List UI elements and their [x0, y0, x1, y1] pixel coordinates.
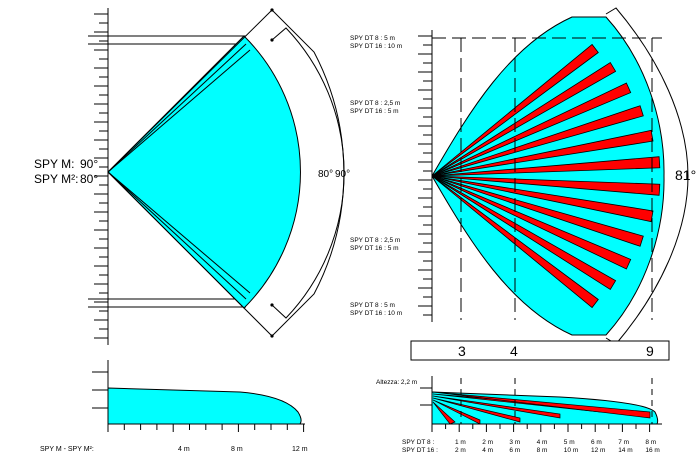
dist-label-2a: SPY DT 8 : 2,5 m: [350, 100, 400, 107]
bottom-row1-label: 6 m: [591, 439, 602, 446]
right-side-view: Altezza: 2,2 m SPY DT 8 : SPY DT 16 : 1 …: [376, 376, 662, 454]
bottom-row2-label: 16 m: [645, 447, 659, 454]
dist-label-4a: SPY DT 8 : 5 m: [350, 302, 395, 309]
zone-number-4: 4: [510, 343, 518, 359]
right-top-view: 81° SPY DT 8 : 5 m SPY DT 16 : 10 m SPY …: [350, 8, 696, 344]
dist-label-1b: SPY DT 16 : 10 m: [350, 43, 402, 50]
spy-m-label: SPY M:: [34, 157, 74, 171]
left-side-view: SPY M - SPY M²: 4 m 8 m 12 m: [40, 360, 308, 453]
left-range-ticks: [108, 424, 304, 432]
bottom-row1-label: 3 m: [509, 439, 520, 446]
dist-label-1a: SPY DT 8 : 5 m: [350, 35, 395, 42]
right-range-ticks: [432, 424, 650, 432]
right-angle-label: 81°: [675, 167, 696, 183]
bottom-row2-label: 6 m: [509, 447, 520, 454]
dist-label-2b: SPY DT 16 : 5 m: [350, 108, 399, 115]
range-4m: 4 m: [178, 446, 190, 453]
altezza-label: Altezza: 2,2 m: [376, 379, 417, 386]
bottom-row2-label: 8 m: [537, 447, 548, 454]
dist-label-3b: SPY DT 16 : 5 m: [350, 245, 399, 252]
bottom-row2-label: 2 m: [455, 447, 466, 454]
bottom-row1-label: 1 m: [455, 439, 466, 446]
bottom-row2-prefix: SPY DT 16 :: [402, 447, 438, 454]
bottom-row2-label: 4 m: [482, 447, 493, 454]
range-prefix: SPY M - SPY M²:: [40, 446, 94, 453]
arc-90-label: 90°: [335, 169, 350, 180]
dist-label-4b: SPY DT 16 : 10 m: [350, 310, 402, 317]
bottom-row1-label: 7 m: [618, 439, 629, 446]
right-coverage-area: [432, 17, 664, 335]
bottom-row2-label: 14 m: [618, 447, 632, 454]
arc-80-label: 80°: [318, 169, 333, 180]
bottom-row-labels: 1 m2 m2 m4 m3 m6 m4 m8 m5 m10 m6 m12 m7 …: [455, 439, 660, 454]
bottom-row1-label: 5 m: [564, 439, 575, 446]
left-side-coverage: [108, 388, 301, 424]
bottom-row1-prefix: SPY DT 8 :: [402, 439, 434, 446]
bottom-row2-label: 12 m: [591, 447, 605, 454]
bottom-row1-label: 2 m: [482, 439, 493, 446]
zone-number-9: 9: [646, 343, 654, 359]
range-12m: 12 m: [292, 446, 308, 453]
zone-number-3: 3: [458, 343, 466, 359]
left-top-view: 80° 90° SPY M: 90° SPY M²: 80°: [34, 8, 350, 345]
bottom-row1-label: 4 m: [537, 439, 548, 446]
spy-m-angle: 90°: [80, 157, 98, 171]
spy-m2-label: SPY M²:: [34, 172, 78, 186]
bottom-row2-label: 10 m: [564, 447, 578, 454]
range-8m: 8 m: [231, 446, 243, 453]
zone-box: 3 4 9: [411, 341, 669, 360]
spy-m2-angle: 80°: [80, 172, 98, 186]
bottom-row1-label: 8 m: [645, 439, 656, 446]
right-vertical-ticks: [418, 36, 432, 315]
dist-label-3a: SPY DT 8 : 2,5 m: [350, 237, 400, 244]
